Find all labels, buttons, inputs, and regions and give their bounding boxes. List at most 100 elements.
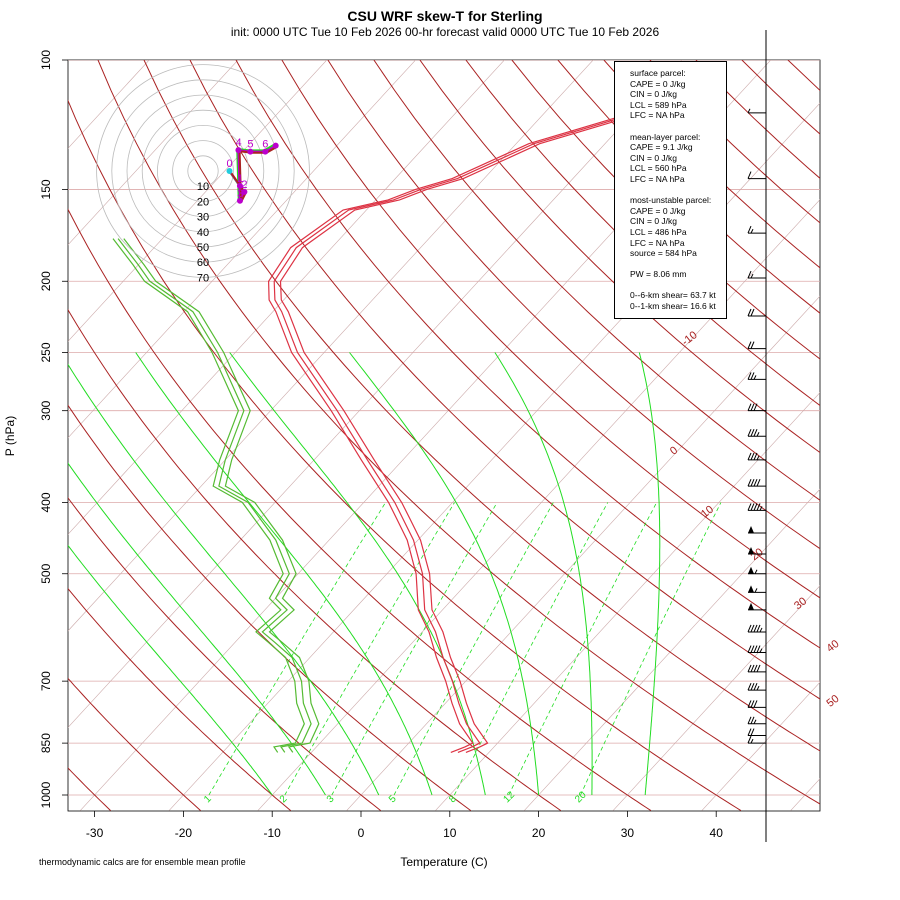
temperature-profile-line [279, 117, 626, 753]
wind-barb-flag [748, 602, 754, 610]
wind-barb-full [753, 645, 758, 653]
mixing-ratio-label: 12 [501, 789, 517, 805]
footnote: thermodynamic calcs are for ensemble mea… [39, 857, 246, 867]
dry-adiabat-line [373, 60, 820, 501]
mixing-ratio-line [393, 502, 554, 796]
isotherm-label: -10 [680, 329, 700, 348]
stat-line: LFC = NA hPa [630, 237, 685, 248]
wind-barb-flag [748, 566, 754, 574]
parcel-stats-box: surface parcel: CAPE = 0 J/kg CIN = 0 J/kg… [614, 61, 727, 319]
y-tick-label: 850 [39, 733, 53, 753]
wind-barb-flag [748, 585, 754, 593]
wind-barb [747, 624, 766, 633]
temperature-profile-line [273, 117, 620, 753]
dry-adiabat-line [68, 308, 562, 811]
x-tick-label: 10 [443, 826, 457, 840]
most-unstable-parcel-stats: most-unstable parcel: CAPE = 0 J/kg CIN = … [630, 195, 726, 259]
wind-barb [747, 452, 766, 461]
wind-barb [747, 403, 766, 412]
wind-barb [747, 171, 766, 180]
x-tick-label: -20 [175, 826, 193, 840]
hodograph-height-label: 4 [235, 137, 241, 149]
wind-barb [747, 645, 766, 654]
hodograph-ring-label: 20 [197, 196, 209, 208]
hodograph-height-label: 2 [241, 179, 247, 191]
shear-stats: 0--6-km shear= 63.7 kt 0--1-km shear= 16.… [630, 290, 726, 311]
x-tick-label: 30 [621, 826, 635, 840]
y-tick-label: 200 [39, 271, 53, 291]
isotherm-label: 0 [668, 444, 680, 457]
hodograph-ring [156, 125, 249, 217]
wind-barb-full [753, 452, 758, 461]
dry-adiabats [68, 60, 820, 811]
hodograph-ring-label: 60 [197, 257, 209, 269]
hodograph-height-label: 6 [262, 139, 268, 151]
wind-barb [748, 602, 766, 611]
wind-barb-full [747, 225, 752, 234]
hodograph-height-label: 0 [227, 158, 233, 170]
dry-adiabat-line [68, 497, 382, 811]
wind-barb-full [747, 429, 752, 437]
hodograph-height-label: 1 [237, 173, 243, 185]
wind-barb [748, 566, 766, 575]
stat-line: surface parcel: [630, 68, 686, 78]
moist-adiabat-line [68, 544, 273, 796]
dry-adiabat-line [68, 587, 292, 811]
mixing-ratio-label: 20 [573, 789, 589, 805]
hodograph-point [272, 142, 279, 149]
wind-barb-half [754, 588, 758, 593]
dewpoint-profile-line [123, 238, 320, 753]
wind-barb-half [756, 432, 760, 437]
dry-adiabat-line [787, 60, 820, 92]
wind-barb [747, 108, 766, 114]
temperature-profile-line [267, 117, 615, 753]
mixing-ratio-line [331, 502, 498, 796]
dewpoint-profile-line [112, 238, 305, 753]
stat-line: PW = 8.06 mm [630, 269, 687, 280]
isotherm-line [68, 60, 417, 439]
wind-barb-full [747, 308, 752, 317]
stat-line: CIN = 0 J/kg [630, 152, 678, 163]
hodograph-ring [126, 94, 280, 248]
wind-barb [747, 664, 766, 673]
moist-adiabat-line [229, 352, 486, 796]
wind-barb [747, 270, 766, 279]
hodograph-ring [172, 140, 234, 202]
y-tick-label: 300 [39, 400, 53, 420]
hodograph-ring [96, 64, 310, 278]
skewt-grid [68, 60, 820, 811]
wind-barb-full [756, 645, 761, 653]
isotherm-line [68, 60, 505, 535]
wind-barb-full [747, 403, 752, 411]
wind-barb [748, 585, 766, 593]
hodograph-ring-label: 30 [197, 212, 209, 224]
dewpoint-profile-line [117, 238, 312, 753]
hodograph-ring [111, 79, 295, 263]
wind-barb-full [750, 403, 755, 411]
x-tick-label: 0 [358, 826, 365, 840]
wind-barb-half [750, 738, 754, 744]
hodograph-ring-label: 10 [197, 181, 209, 193]
x-tick-label: -30 [86, 826, 104, 840]
isotherm-line [68, 60, 683, 728]
isotherm-line [346, 295, 820, 811]
hodograph-point [235, 147, 242, 154]
wind-barb-full [747, 452, 752, 461]
wind-barb-full [747, 645, 752, 653]
wind-barb-full [747, 503, 752, 511]
hodograph-ring-label: 40 [197, 227, 209, 239]
isotherm-label: 40 [824, 638, 841, 655]
stat-line: CAPE = 9.1 J/kg [630, 142, 693, 153]
wind-barb-full [750, 645, 755, 653]
stat-line: LCL = 486 hPa [630, 226, 687, 237]
wind-barb-full [747, 171, 752, 179]
dry-adiabat-line [419, 60, 820, 454]
wind-barb-half [759, 627, 763, 633]
mixing-ratio-line [284, 502, 455, 796]
wind-barb-half [756, 685, 760, 691]
dry-adiabat-line [68, 677, 201, 811]
stat-line: CAPE = 0 J/kg [630, 205, 686, 216]
wind-barb-full [750, 716, 755, 724]
x-tick-label: -10 [264, 826, 282, 840]
